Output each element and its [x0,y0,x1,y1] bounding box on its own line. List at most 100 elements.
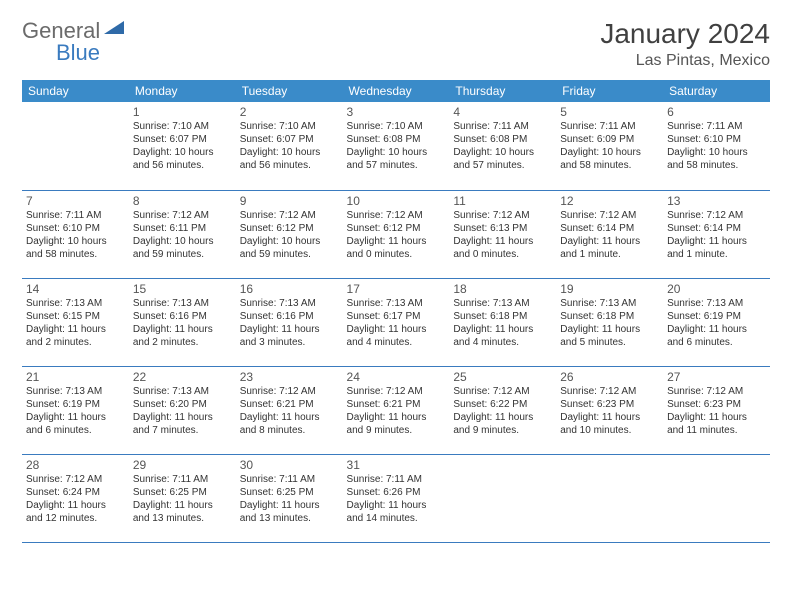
daylight-text: Daylight: 10 hours and 56 minutes. [133,146,232,172]
sunset-text: Sunset: 6:16 PM [240,310,339,323]
sunset-text: Sunset: 6:12 PM [240,222,339,235]
daylight-text: Daylight: 11 hours and 6 minutes. [26,411,125,437]
sunset-text: Sunset: 6:21 PM [347,398,446,411]
calendar-cell: 21Sunrise: 7:13 AMSunset: 6:19 PMDayligh… [22,366,129,454]
sunset-text: Sunset: 6:15 PM [26,310,125,323]
day-number: 31 [347,458,446,472]
daylight-text: Daylight: 11 hours and 1 minute. [667,235,766,261]
sunrise-text: Sunrise: 7:12 AM [240,385,339,398]
sunset-text: Sunset: 6:17 PM [347,310,446,323]
daylight-text: Daylight: 11 hours and 2 minutes. [26,323,125,349]
calendar-cell: 20Sunrise: 7:13 AMSunset: 6:19 PMDayligh… [663,278,770,366]
calendar-row: 28Sunrise: 7:12 AMSunset: 6:24 PMDayligh… [22,454,770,542]
daylight-text: Daylight: 11 hours and 1 minute. [560,235,659,261]
sunrise-text: Sunrise: 7:12 AM [347,209,446,222]
calendar-cell: 25Sunrise: 7:12 AMSunset: 6:22 PMDayligh… [449,366,556,454]
sunset-text: Sunset: 6:25 PM [240,486,339,499]
daylight-text: Daylight: 11 hours and 0 minutes. [347,235,446,261]
sunrise-text: Sunrise: 7:12 AM [133,209,232,222]
calendar-cell: 26Sunrise: 7:12 AMSunset: 6:23 PMDayligh… [556,366,663,454]
day-header: Wednesday [343,80,450,102]
sunrise-text: Sunrise: 7:12 AM [560,209,659,222]
calendar-cell: 14Sunrise: 7:13 AMSunset: 6:15 PMDayligh… [22,278,129,366]
daylight-text: Daylight: 11 hours and 14 minutes. [347,499,446,525]
calendar-cell: 12Sunrise: 7:12 AMSunset: 6:14 PMDayligh… [556,190,663,278]
sunset-text: Sunset: 6:18 PM [453,310,552,323]
day-number: 26 [560,370,659,384]
day-number: 22 [133,370,232,384]
sunset-text: Sunset: 6:19 PM [26,398,125,411]
sunrise-text: Sunrise: 7:13 AM [347,297,446,310]
calendar-cell [663,454,770,542]
sunrise-text: Sunrise: 7:11 AM [560,120,659,133]
calendar-body: 1Sunrise: 7:10 AMSunset: 6:07 PMDaylight… [22,102,770,542]
sunset-text: Sunset: 6:23 PM [560,398,659,411]
sunset-text: Sunset: 6:24 PM [26,486,125,499]
calendar-cell: 16Sunrise: 7:13 AMSunset: 6:16 PMDayligh… [236,278,343,366]
day-number: 15 [133,282,232,296]
day-number: 16 [240,282,339,296]
day-header-row: Sunday Monday Tuesday Wednesday Thursday… [22,80,770,102]
sunrise-text: Sunrise: 7:12 AM [453,385,552,398]
sunrise-text: Sunrise: 7:13 AM [453,297,552,310]
sunrise-text: Sunrise: 7:12 AM [347,385,446,398]
daylight-text: Daylight: 11 hours and 8 minutes. [240,411,339,437]
daylight-text: Daylight: 10 hours and 58 minutes. [667,146,766,172]
day-number: 17 [347,282,446,296]
sunset-text: Sunset: 6:26 PM [347,486,446,499]
sunset-text: Sunset: 6:23 PM [667,398,766,411]
day-number: 10 [347,194,446,208]
calendar-row: 14Sunrise: 7:13 AMSunset: 6:15 PMDayligh… [22,278,770,366]
sunset-text: Sunset: 6:13 PM [453,222,552,235]
daylight-text: Daylight: 10 hours and 56 minutes. [240,146,339,172]
logo-text-blue: Blue [56,40,124,66]
day-number: 3 [347,105,446,119]
daylight-text: Daylight: 10 hours and 58 minutes. [26,235,125,261]
sunrise-text: Sunrise: 7:13 AM [26,297,125,310]
day-number: 20 [667,282,766,296]
day-number: 27 [667,370,766,384]
sunrise-text: Sunrise: 7:12 AM [560,385,659,398]
sunset-text: Sunset: 6:10 PM [667,133,766,146]
daylight-text: Daylight: 11 hours and 13 minutes. [133,499,232,525]
day-header: Thursday [449,80,556,102]
page-title: January 2024 [600,18,770,50]
day-header: Tuesday [236,80,343,102]
daylight-text: Daylight: 11 hours and 3 minutes. [240,323,339,349]
sunset-text: Sunset: 6:25 PM [133,486,232,499]
calendar-cell: 17Sunrise: 7:13 AMSunset: 6:17 PMDayligh… [343,278,450,366]
daylight-text: Daylight: 11 hours and 5 minutes. [560,323,659,349]
calendar-table: Sunday Monday Tuesday Wednesday Thursday… [22,80,770,543]
calendar-cell: 22Sunrise: 7:13 AMSunset: 6:20 PMDayligh… [129,366,236,454]
sunset-text: Sunset: 6:12 PM [347,222,446,235]
sunrise-text: Sunrise: 7:13 AM [667,297,766,310]
day-header: Sunday [22,80,129,102]
day-number: 4 [453,105,552,119]
daylight-text: Daylight: 11 hours and 12 minutes. [26,499,125,525]
location-label: Las Pintas, Mexico [600,52,770,70]
calendar-cell: 11Sunrise: 7:12 AMSunset: 6:13 PMDayligh… [449,190,556,278]
daylight-text: Daylight: 11 hours and 9 minutes. [347,411,446,437]
sunset-text: Sunset: 6:16 PM [133,310,232,323]
day-number: 14 [26,282,125,296]
calendar-cell: 6Sunrise: 7:11 AMSunset: 6:10 PMDaylight… [663,102,770,190]
calendar-cell: 1Sunrise: 7:10 AMSunset: 6:07 PMDaylight… [129,102,236,190]
day-number: 23 [240,370,339,384]
day-number: 21 [26,370,125,384]
daylight-text: Daylight: 11 hours and 13 minutes. [240,499,339,525]
day-number: 2 [240,105,339,119]
sunrise-text: Sunrise: 7:12 AM [667,209,766,222]
day-number: 7 [26,194,125,208]
sunrise-text: Sunrise: 7:11 AM [240,473,339,486]
sunset-text: Sunset: 6:08 PM [453,133,552,146]
calendar-cell: 30Sunrise: 7:11 AMSunset: 6:25 PMDayligh… [236,454,343,542]
daylight-text: Daylight: 10 hours and 57 minutes. [347,146,446,172]
calendar-cell: 29Sunrise: 7:11 AMSunset: 6:25 PMDayligh… [129,454,236,542]
day-number: 1 [133,105,232,119]
sunrise-text: Sunrise: 7:10 AM [347,120,446,133]
day-number: 6 [667,105,766,119]
sunrise-text: Sunrise: 7:12 AM [667,385,766,398]
calendar-cell: 31Sunrise: 7:11 AMSunset: 6:26 PMDayligh… [343,454,450,542]
calendar-cell: 2Sunrise: 7:10 AMSunset: 6:07 PMDaylight… [236,102,343,190]
daylight-text: Daylight: 11 hours and 10 minutes. [560,411,659,437]
